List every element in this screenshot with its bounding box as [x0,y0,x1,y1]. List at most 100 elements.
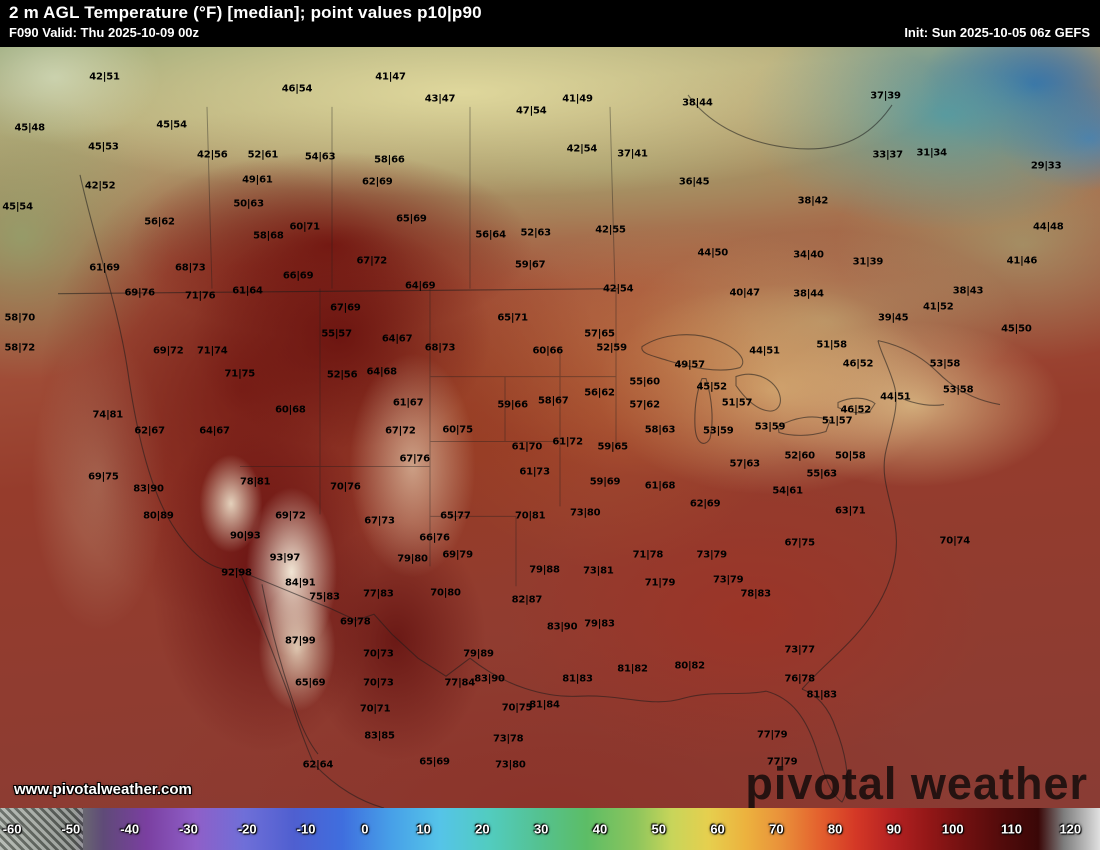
colorbar-tick-label: -40 [120,821,140,837]
colorbar-tick-label: -30 [179,821,198,837]
temperature-point: 49|61 [242,174,273,186]
temperature-point: 73|78 [492,733,524,745]
temperature-point: 41|46 [1006,255,1038,267]
temperature-point: 67|69 [330,302,361,314]
temperature-point: 38|42 [797,195,829,207]
temperature-point: 31|39 [852,256,884,268]
colorbar-tick-label: 120 [1059,821,1082,837]
temperature-point: 34|40 [793,249,824,261]
colorbar-tick-label: 110 [1001,821,1022,837]
temperature-point: 70|81 [514,510,546,522]
temperature-point: 70|71 [359,703,391,715]
temperature-point: 71|78 [632,549,664,561]
temperature-point: 60|66 [532,345,564,357]
temperature-point: 42|54 [602,283,634,295]
temperature-point: 59|65 [597,441,628,453]
temperature-point: 61|70 [511,441,543,453]
temperature-point: 74|81 [92,409,124,421]
temperature-point: 57|63 [729,458,760,470]
temperature-point: 29|33 [1030,160,1062,172]
temperature-point: 45|53 [88,141,119,153]
us-mexico-border [237,569,471,677]
temperature-point: 60|75 [442,424,473,436]
temperature-point: 69|72 [153,345,184,357]
temperature-point: 36|45 [678,176,710,188]
temperature-point: 83|90 [546,621,578,633]
temperature-point: 56|62 [584,387,615,399]
temperature-point: 67|72 [356,255,388,267]
temperature-point: 52|61 [247,149,279,161]
colorbar-tick-label: 40 [592,821,608,837]
colorbar-tick-label: -50 [61,821,81,837]
temperature-point: 37|41 [617,148,648,160]
valid-time-text: F090 Valid: Thu 2025-10-09 00z [9,25,200,40]
colorbar-tick-label: 60 [710,821,725,837]
temperature-point: 71|79 [644,577,676,589]
temperature-point: 37|39 [870,90,901,102]
temperature-point: 70|73 [363,677,394,689]
temperature-point: 45|48 [14,122,45,134]
temperature-point: 54|61 [772,485,803,497]
colorbar-tick-label: -60 [2,821,22,837]
temperature-point: 61|69 [89,262,120,274]
temperature-point: 53|59 [754,421,786,433]
temperature-point: 45|52 [696,381,727,393]
colorbar-ticks: -60 -50 -40 -30 -20 -10 0 10 20 30 40 50 60 70 80 90 100… [0,808,1100,850]
temperature-point: 52|59 [596,342,627,354]
temperature-point: 69|72 [275,510,306,522]
colorbar-tick-label: 20 [475,821,490,837]
colorbar-tick-label: -10 [296,821,316,837]
temperature-point: 58|66 [374,154,405,166]
temperature-point: 42|51 [89,71,120,83]
temperature-point: 51|58 [816,339,847,351]
temperature-point: 65|77 [440,510,471,522]
temperature-point: 70|80 [430,587,461,599]
temperature-point: 62|69 [689,498,721,510]
temperature-point: 46|52 [842,358,874,370]
temperature-point: 63|71 [835,505,866,517]
temperature-point: 38|44 [682,97,713,109]
temperature-point: 44|48 [1033,221,1064,233]
florida-coastline [765,688,848,803]
temperature-point: 44|50 [697,247,729,259]
temperature-point: 80|82 [674,660,705,672]
temperature-point: 40|47 [729,287,760,299]
temperature-point: 55|63 [806,468,837,480]
temperature-point: 45|54 [2,201,33,213]
colorbar-tick-label: 70 [769,821,784,837]
temperature-point: 64|68 [366,366,397,378]
temperature-point: 71|74 [197,345,228,357]
temperature-point: 81|83 [806,689,837,701]
temperature-point: 84|91 [285,577,316,589]
pacific-coastline [79,174,239,570]
temperature-point: 92|98 [221,567,252,579]
temperature-point: 70|74 [939,535,971,547]
temperature-point: 82|87 [511,594,543,606]
temperature-point: 65|69 [419,756,450,768]
temperature-point: 31|34 [916,147,947,159]
temperature-point: 77|79 [756,729,788,741]
temperature-point: 64|67 [199,425,230,437]
temperature-point: 73|81 [583,565,614,577]
temperature-point: 79|80 [397,553,428,565]
temperature-point: 78|83 [740,588,771,600]
temperature-point: 68|73 [424,342,456,354]
temperature-point: 77|84 [444,677,476,689]
temperature-point: 56|62 [144,216,175,228]
temperature-point: 38|44 [793,288,824,300]
lake-erie [777,416,831,436]
temperature-point: 69|78 [340,616,371,628]
temperature-point: 58|72 [4,342,36,354]
temperature-point: 81|83 [562,673,593,685]
temperature-point: 46|54 [281,83,313,95]
temperature-point: 60|68 [275,404,306,416]
colorbar-tick-label: 90 [886,821,902,837]
temperature-point: 42|56 [197,149,228,161]
us-canada-border [57,288,619,295]
temperature-point: 67|73 [364,515,395,527]
temperature-point: 42|54 [566,143,598,155]
temperature-point: 61|67 [392,397,424,409]
temperature-point: 70|76 [330,481,361,493]
colorbar-tick-label: 80 [827,821,843,837]
temperature-point: 73|77 [784,644,815,656]
